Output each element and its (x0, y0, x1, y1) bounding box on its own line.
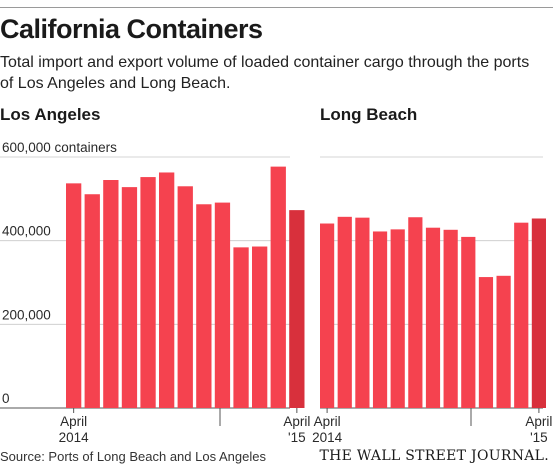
bar-la-2014-12 (214, 202, 231, 408)
bar-lb-2014-07 (372, 231, 388, 408)
bar-la-2015-03 (270, 166, 286, 408)
top-rule (0, 7, 553, 8)
bar-la-2014-08 (140, 177, 156, 408)
bar-lb-2015-04 (531, 218, 546, 408)
bar-lb-2014-04 (320, 223, 335, 408)
x-tick-label: '15 (530, 430, 548, 445)
y-tick-label: 200,000 (2, 307, 51, 322)
x-tick-label: April (283, 414, 310, 429)
bar-la-2014-06 (103, 180, 119, 408)
bar-lb-2015-01 (478, 277, 494, 408)
bar-la-2014-05 (84, 194, 100, 408)
panel-title-long-beach: Long Beach (320, 105, 418, 124)
bar-la-2015-04 (289, 210, 305, 408)
bar-lb-2014-08 (390, 229, 405, 408)
bar-lb-2015-02 (496, 275, 511, 408)
panel-title-los-angeles: Los Angeles (0, 105, 101, 124)
bar-la-2015-02 (252, 246, 268, 408)
bar-lb-2014-09 (408, 217, 423, 408)
bar-la-2014-10 (177, 186, 193, 408)
y-tick-label: 600,000 containers (2, 140, 117, 155)
bar-lb-2015-03 (514, 222, 529, 408)
bar-lb-2014-11 (443, 229, 458, 408)
y-tick-label: 0 (2, 391, 10, 406)
bar-lb-2014-05 (337, 216, 352, 408)
x-tick-label: April (60, 414, 87, 429)
bar-lb-2014-12 (461, 236, 476, 408)
publisher-logo: THE WALL STREET JOURNAL. (319, 448, 549, 464)
x-tick-label: 2014 (312, 430, 343, 445)
x-tick-label: April (525, 414, 552, 429)
chart-title: California Containers (0, 14, 263, 44)
bar-la-2014-09 (159, 172, 175, 408)
x-tick-label: '15 (288, 430, 306, 445)
y-tick-label: 400,000 (2, 224, 51, 239)
bar-la-2014-07 (121, 187, 138, 408)
bar-lb-2014-06 (355, 217, 370, 408)
x-tick-label: 2014 (59, 430, 90, 445)
x-tick-label: April (314, 414, 341, 429)
source-note: Source: Ports of Long Beach and Los Ange… (0, 449, 266, 464)
bar-la-2014-11 (196, 204, 212, 408)
chart-subtitle: Total import and export volume of loaded… (0, 54, 530, 92)
bar-lb-2014-10 (425, 227, 441, 408)
bar-la-2015-01 (233, 247, 249, 408)
bar-la-2014-04 (66, 183, 82, 408)
